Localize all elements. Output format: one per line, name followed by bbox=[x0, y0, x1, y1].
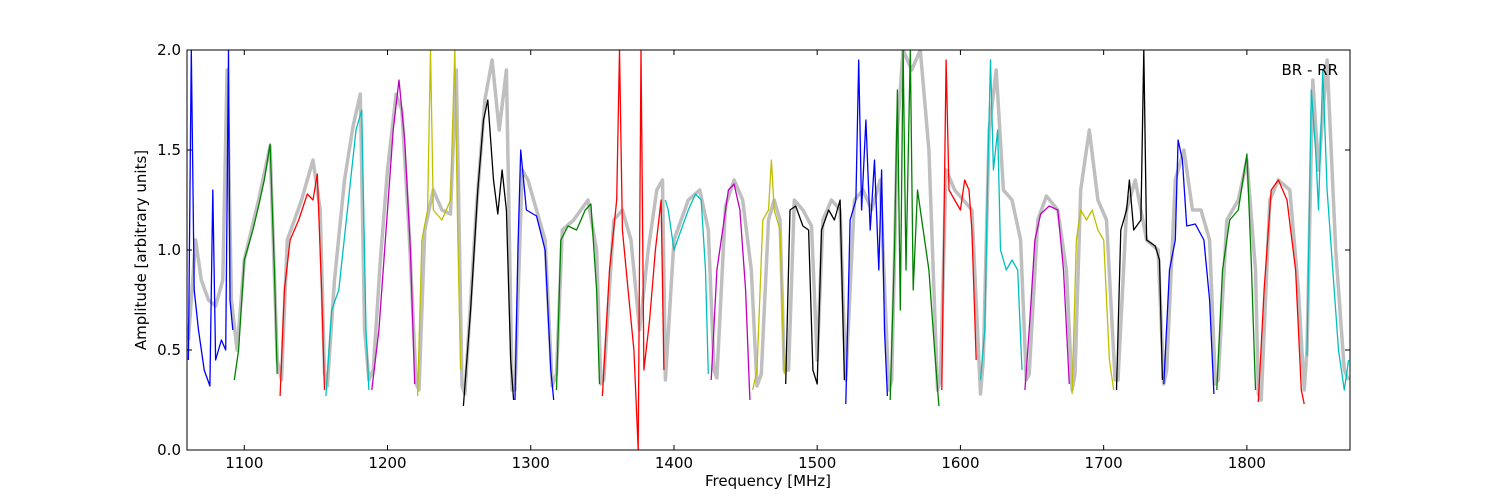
series-line-6 bbox=[416, 50, 462, 397]
series-line-25 bbox=[1306, 69, 1350, 391]
panel-annotation: BR - RR bbox=[1281, 61, 1338, 79]
y-tick-label: 2.0 bbox=[157, 41, 181, 59]
series-line-15 bbox=[845, 59, 889, 405]
x-tick-label: 1600 bbox=[941, 454, 979, 472]
series-layer bbox=[187, 50, 1350, 450]
reference-trace bbox=[187, 50, 1350, 402]
series-line-8 bbox=[514, 149, 555, 401]
x-tick-label: 1500 bbox=[798, 454, 836, 472]
series-line-3 bbox=[279, 173, 326, 397]
series-line-12 bbox=[710, 183, 751, 401]
series-line-18 bbox=[979, 59, 1023, 381]
series-line-2 bbox=[233, 143, 278, 381]
series-line-16 bbox=[889, 50, 940, 407]
x-tick-label: 1100 bbox=[225, 454, 263, 472]
x-tick-label: 1200 bbox=[368, 454, 406, 472]
y-tick-label: 0.5 bbox=[157, 341, 181, 359]
series-line-11 bbox=[664, 193, 709, 375]
series-line-13 bbox=[752, 159, 785, 391]
y-tick-label: 0.0 bbox=[157, 441, 181, 459]
series-line-4 bbox=[325, 109, 370, 397]
series-line-21 bbox=[1115, 50, 1164, 391]
x-tick-label: 1700 bbox=[1085, 454, 1123, 472]
x-tick-label: 1300 bbox=[512, 454, 550, 472]
x-tick-label: 1400 bbox=[655, 454, 693, 472]
x-axis-title: Frequency [MHz] bbox=[705, 472, 831, 490]
y-axis-title: Amplitude [arbitrary units] bbox=[132, 150, 150, 350]
series-line-22 bbox=[1163, 139, 1215, 395]
series-line-5 bbox=[371, 79, 416, 391]
series-line-20 bbox=[1071, 209, 1115, 395]
series-line-24 bbox=[1257, 179, 1305, 405]
x-tick-label: 1800 bbox=[1228, 454, 1266, 472]
series-line-10 bbox=[601, 50, 665, 450]
series-line-1 bbox=[187, 50, 234, 387]
y-axis-ticks: 0.0 0.5 1.0 1.5 2.0 bbox=[157, 41, 1350, 459]
y-tick-label: 1.0 bbox=[157, 241, 181, 259]
series-line-23 bbox=[1216, 153, 1257, 391]
reference-trace-layer bbox=[187, 50, 1350, 402]
x-axis-ticks: 1100 1200 1300 1400 1500 1600 1700 1800 bbox=[225, 50, 1266, 472]
series-line-19 bbox=[1024, 205, 1070, 391]
y-tick-label: 1.5 bbox=[157, 141, 181, 159]
series-line-9 bbox=[555, 203, 601, 391]
series-line-7 bbox=[462, 99, 515, 407]
series-line-14 bbox=[785, 199, 846, 385]
series-line-17 bbox=[941, 59, 977, 391]
